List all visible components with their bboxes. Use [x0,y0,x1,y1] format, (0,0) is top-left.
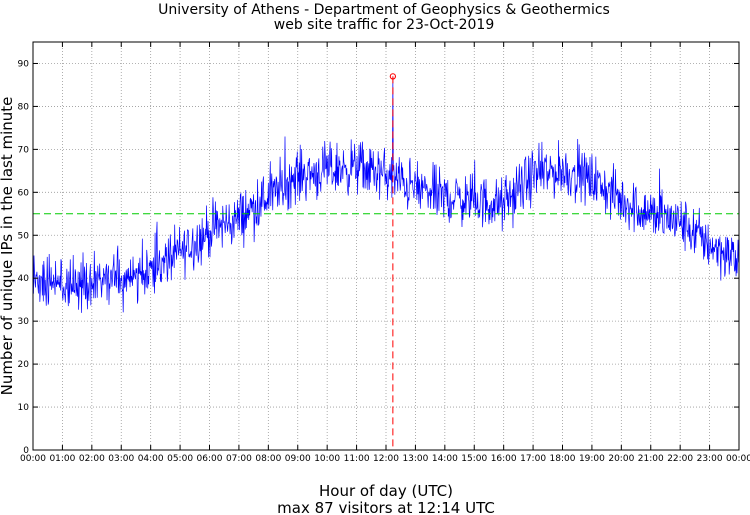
x-axis-label: Hour of day (UTC) [319,482,453,500]
y-tick-label: 70 [18,145,30,155]
x-tick-label: 17:00 [520,454,546,464]
x-tick-label: 07:00 [226,454,252,464]
series-lines [32,73,740,450]
x-tick-label: 02:00 [79,454,105,464]
x-tick-label: 01:00 [49,454,75,464]
x-tick-label: 00:00 [726,454,750,464]
chart-title: University of Athens - Department of Geo… [158,2,610,18]
x-tick-label: 10:00 [314,454,340,464]
max-point-marker [389,73,397,80]
x-tick-label: 03:00 [108,454,134,464]
x-tick-label: 15:00 [461,454,487,464]
x-tick-label: 20:00 [608,454,634,464]
x-tick-label: 22:00 [667,454,693,464]
y-tick-label: 40 [18,274,30,284]
x-tick-label: 05:00 [167,454,193,464]
y-tick-label: 60 [18,188,30,198]
x-tick-label: 23:00 [697,454,723,464]
y-tick-label: 90 [18,59,30,69]
x-tick-label: 13:00 [402,454,428,464]
y-tick-label: 50 [18,231,30,241]
x-tick-label: 21:00 [638,454,664,464]
y-axis-label: Number of unique IPs in the last minute [0,97,16,396]
y-tick-label: 20 [18,360,30,370]
max-visitors-note: max 87 visitors at 12:14 UTC [277,499,495,515]
grid-lines [33,42,739,450]
y-tick-label: 30 [18,317,30,327]
x-tick-label: 08:00 [255,454,281,464]
x-tick-label: 16:00 [491,454,517,464]
x-tick-label: 18:00 [550,454,576,464]
y-tick-label: 10 [18,403,30,413]
x-tick-label: 14:00 [432,454,458,464]
x-tick-label: 12:00 [373,454,399,464]
x-tick-label: 09:00 [285,454,311,464]
x-tick-label: 06:00 [197,454,223,464]
y-tick-label: 0 [23,446,29,456]
x-tick-label: 00:00 [20,454,46,464]
x-tick-label: 19:00 [579,454,605,464]
axis-ticks: 00:00 01:00 02:00 03:00 04:00 05:00 06:00 07:00… [18,42,750,464]
traffic-series-line [32,76,740,313]
y-tick-label: 80 [18,102,30,112]
x-tick-label: 04:00 [138,454,164,464]
x-tick-label: 11:00 [344,454,370,464]
chart-subtitle: web site traffic for 23-Oct-2019 [274,17,495,33]
